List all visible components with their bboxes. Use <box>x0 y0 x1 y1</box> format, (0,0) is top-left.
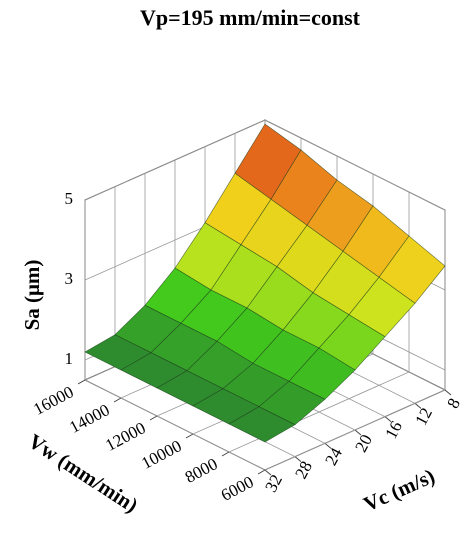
y-tick <box>257 469 266 475</box>
surface-cell <box>228 406 296 443</box>
x-tick <box>354 429 362 436</box>
z-tick-label: 5 <box>65 189 74 208</box>
y-tick <box>221 451 230 457</box>
y-tick-label: 12000 <box>102 418 148 455</box>
y-grid-line <box>264 389 446 471</box>
y-tick-label: 16000 <box>30 382 76 419</box>
z-tick-label: 1 <box>65 349 74 368</box>
x-tick <box>414 402 422 409</box>
z-axis-label: Sa (μm) <box>20 260 44 331</box>
x-tick-label: 16 <box>381 418 406 442</box>
x-tick-label: 12 <box>411 405 436 429</box>
x-grid-line <box>84 379 266 471</box>
x-tick-label: 24 <box>321 444 346 468</box>
x-tick <box>384 416 392 423</box>
x-tick-label: 32 <box>261 471 286 495</box>
x-tick-label: 20 <box>351 431 376 455</box>
x-tick <box>294 456 302 463</box>
x-tick-label: 28 <box>291 458 316 482</box>
y-tick-label: 14000 <box>66 400 112 437</box>
y-tick <box>77 379 86 385</box>
y-tick-label: 10000 <box>138 436 184 473</box>
y-tick <box>149 415 158 421</box>
x-tick-label: 8 <box>443 395 464 411</box>
x-tick <box>264 469 272 476</box>
y-tick-label: 6000 <box>218 472 257 505</box>
z-tick-label: 3 <box>65 269 74 288</box>
y-tick <box>185 433 194 439</box>
chart-title: Vp=195 mm/min=const <box>140 5 361 30</box>
y-tick-label: 8000 <box>182 454 221 487</box>
z-grid-line <box>264 119 446 211</box>
x-axis-label: Vc (m/s) <box>360 464 438 517</box>
x-tick <box>444 389 452 396</box>
x-tick <box>324 442 332 449</box>
y-tick <box>113 397 122 403</box>
